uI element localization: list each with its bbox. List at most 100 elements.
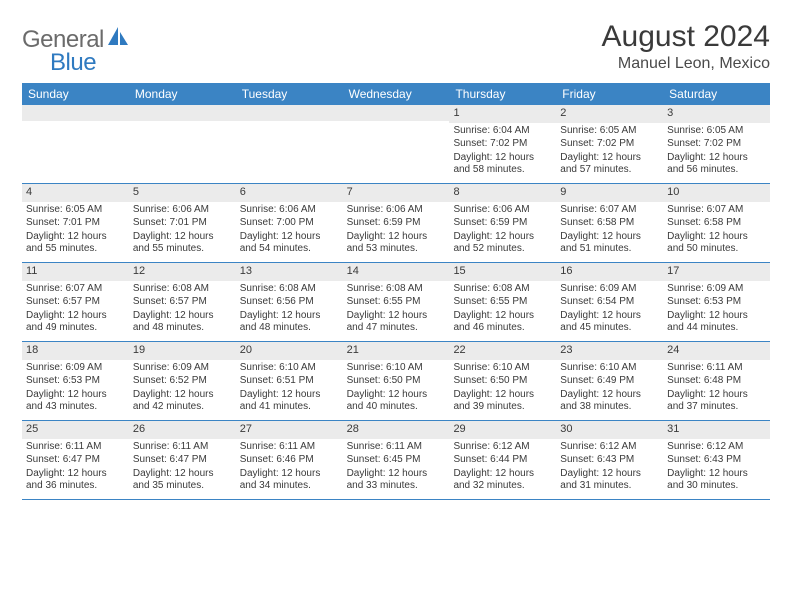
day-number: 7 — [343, 184, 450, 202]
sunset-text: Sunset: 6:51 PM — [240, 375, 339, 388]
daylight-text: Daylight: 12 hours and 44 minutes. — [667, 310, 766, 335]
daylight-text: Daylight: 12 hours and 31 minutes. — [560, 468, 659, 493]
day-details: Sunrise: 6:12 AMSunset: 6:43 PMDaylight:… — [556, 439, 663, 498]
sunset-text: Sunset: 6:55 PM — [453, 296, 552, 309]
day-details: Sunrise: 6:04 AMSunset: 7:02 PMDaylight:… — [449, 123, 556, 182]
month-title: August 2024 — [602, 20, 770, 53]
sunrise-text: Sunrise: 6:08 AM — [347, 283, 446, 296]
daylight-text: Daylight: 12 hours and 40 minutes. — [347, 389, 446, 414]
weekday-heading: Tuesday — [236, 83, 343, 105]
day-number: 18 — [22, 342, 129, 360]
sunrise-text: Sunrise: 6:10 AM — [453, 362, 552, 375]
sunrise-text: Sunrise: 6:09 AM — [26, 362, 125, 375]
sunrise-text: Sunrise: 6:07 AM — [560, 204, 659, 217]
calendar-page: General August 2024 Manuel Leon, Mexico … — [0, 0, 792, 520]
day-details: Sunrise: 6:07 AMSunset: 6:58 PMDaylight:… — [556, 202, 663, 261]
day-details: Sunrise: 6:06 AMSunset: 6:59 PMDaylight:… — [343, 202, 450, 261]
day-number: 31 — [663, 421, 770, 439]
sunset-text: Sunset: 7:01 PM — [26, 217, 125, 230]
sunrise-text: Sunrise: 6:07 AM — [667, 204, 766, 217]
calendar-day: 5Sunrise: 6:06 AMSunset: 7:01 PMDaylight… — [129, 184, 236, 262]
calendar-day: 20Sunrise: 6:10 AMSunset: 6:51 PMDayligh… — [236, 342, 343, 420]
sunset-text: Sunset: 7:02 PM — [560, 138, 659, 151]
sunrise-text: Sunrise: 6:11 AM — [667, 362, 766, 375]
day-number: 22 — [449, 342, 556, 360]
calendar-day: 28Sunrise: 6:11 AMSunset: 6:45 PMDayligh… — [343, 421, 450, 499]
day-details: Sunrise: 6:11 AMSunset: 6:46 PMDaylight:… — [236, 439, 343, 498]
day-number: 3 — [663, 105, 770, 123]
sunrise-text: Sunrise: 6:06 AM — [133, 204, 232, 217]
daylight-text: Daylight: 12 hours and 35 minutes. — [133, 468, 232, 493]
sunrise-text: Sunrise: 6:09 AM — [133, 362, 232, 375]
day-number — [22, 105, 129, 121]
day-number: 29 — [449, 421, 556, 439]
sunrise-text: Sunrise: 6:05 AM — [560, 125, 659, 138]
sunrise-text: Sunrise: 6:05 AM — [26, 204, 125, 217]
sunrise-text: Sunrise: 6:07 AM — [26, 283, 125, 296]
sunrise-text: Sunrise: 6:10 AM — [347, 362, 446, 375]
day-number: 24 — [663, 342, 770, 360]
daylight-text: Daylight: 12 hours and 51 minutes. — [560, 231, 659, 256]
sunset-text: Sunset: 6:45 PM — [347, 454, 446, 467]
sunset-text: Sunset: 6:54 PM — [560, 296, 659, 309]
sunrise-text: Sunrise: 6:06 AM — [240, 204, 339, 217]
sunrise-text: Sunrise: 6:04 AM — [453, 125, 552, 138]
day-number: 27 — [236, 421, 343, 439]
day-details: Sunrise: 6:10 AMSunset: 6:51 PMDaylight:… — [236, 360, 343, 419]
weekday-heading: Saturday — [663, 83, 770, 105]
day-number: 11 — [22, 263, 129, 281]
calendar-week: 1Sunrise: 6:04 AMSunset: 7:02 PMDaylight… — [22, 105, 770, 184]
sunrise-text: Sunrise: 6:12 AM — [453, 441, 552, 454]
day-number: 10 — [663, 184, 770, 202]
calendar-week: 11 Sunrise: 6:07 AM Sunset: 6:57 PM Dayligh… — [22, 263, 770, 342]
calendar-day: 21Sunrise: 6:10 AMSunset: 6:50 PMDayligh… — [343, 342, 450, 420]
weekday-header-row: Sunday Monday Tuesday Wednesday Thursday… — [22, 83, 770, 105]
brand-part2: Blue — [50, 49, 96, 76]
calendar-day: 25Sunrise: 6:11 AMSunset: 6:47 PMDayligh… — [22, 421, 129, 499]
day-details: Sunrise: 6:08 AMSunset: 6:56 PMDaylight:… — [236, 281, 343, 340]
day-number: 1 — [449, 105, 556, 123]
sunset-text: Sunset: 6:52 PM — [133, 375, 232, 388]
daylight-text: Daylight: 12 hours and 33 minutes. — [347, 468, 446, 493]
calendar-week: 25Sunrise: 6:11 AMSunset: 6:47 PMDayligh… — [22, 421, 770, 500]
day-number: 2 — [556, 105, 663, 123]
day-number: 9 — [556, 184, 663, 202]
weekday-heading: Friday — [556, 83, 663, 105]
sunset-text: Sunset: 6:57 PM — [133, 296, 232, 309]
weekday-heading: Thursday — [449, 83, 556, 105]
day-details: Sunrise: 6:10 AMSunset: 6:49 PMDaylight:… — [556, 360, 663, 419]
day-details: Sunrise: 6:06 AMSunset: 7:00 PMDaylight:… — [236, 202, 343, 261]
calendar-day: 16Sunrise: 6:09 AMSunset: 6:54 PMDayligh… — [556, 263, 663, 341]
daylight-text: Daylight: 12 hours and 42 minutes. — [133, 389, 232, 414]
daylight-text: Daylight: 12 hours and 48 minutes. — [240, 310, 339, 335]
sunrise-text: Sunrise: 6:05 AM — [667, 125, 766, 138]
sunset-text: Sunset: 6:55 PM — [347, 296, 446, 309]
daylight-text: Daylight: 12 hours and 52 minutes. — [453, 231, 552, 256]
daylight-text: Daylight: 12 hours and 38 minutes. — [560, 389, 659, 414]
day-number: 26 — [129, 421, 236, 439]
sunrise-text: Sunrise: 6:09 AM — [667, 283, 766, 296]
calendar-day — [129, 105, 236, 183]
day-details: Sunrise: 6:10 AMSunset: 6:50 PMDaylight:… — [449, 360, 556, 419]
sunset-text: Sunset: 6:56 PM — [240, 296, 339, 309]
title-block: August 2024 Manuel Leon, Mexico — [602, 20, 770, 73]
sunrise-text: Sunrise: 6:10 AM — [560, 362, 659, 375]
daylight-text: Daylight: 12 hours and 45 minutes. — [560, 310, 659, 335]
calendar-grid: Sunday Monday Tuesday Wednesday Thursday… — [22, 83, 770, 500]
calendar-day: 8Sunrise: 6:06 AMSunset: 6:59 PMDaylight… — [449, 184, 556, 262]
calendar-day: 14Sunrise: 6:08 AMSunset: 6:55 PMDayligh… — [343, 263, 450, 341]
calendar-day: 4Sunrise: 6:05 AMSunset: 7:01 PMDaylight… — [22, 184, 129, 262]
day-number: 12 — [129, 263, 236, 281]
sunset-text: Sunset: 7:01 PM — [133, 217, 232, 230]
day-details: Sunrise: 6:06 AMSunset: 6:59 PMDaylight:… — [449, 202, 556, 261]
daylight-text: Daylight: 12 hours and 55 minutes. — [133, 231, 232, 256]
calendar-day: 15Sunrise: 6:08 AMSunset: 6:55 PMDayligh… — [449, 263, 556, 341]
day-number: 6 — [236, 184, 343, 202]
sunset-text: Sunset: 6:59 PM — [347, 217, 446, 230]
sunrise-text: Sunrise: 6:11 AM — [240, 441, 339, 454]
sunset-text: Sunset: 6:44 PM — [453, 454, 552, 467]
day-number: 17 — [663, 263, 770, 281]
day-details: Sunrise: 6:09 AMSunset: 6:53 PMDaylight:… — [22, 360, 129, 419]
day-details: Sunrise: 6:12 AMSunset: 6:43 PMDaylight:… — [663, 439, 770, 498]
calendar-day: 2Sunrise: 6:05 AMSunset: 7:02 PMDaylight… — [556, 105, 663, 183]
